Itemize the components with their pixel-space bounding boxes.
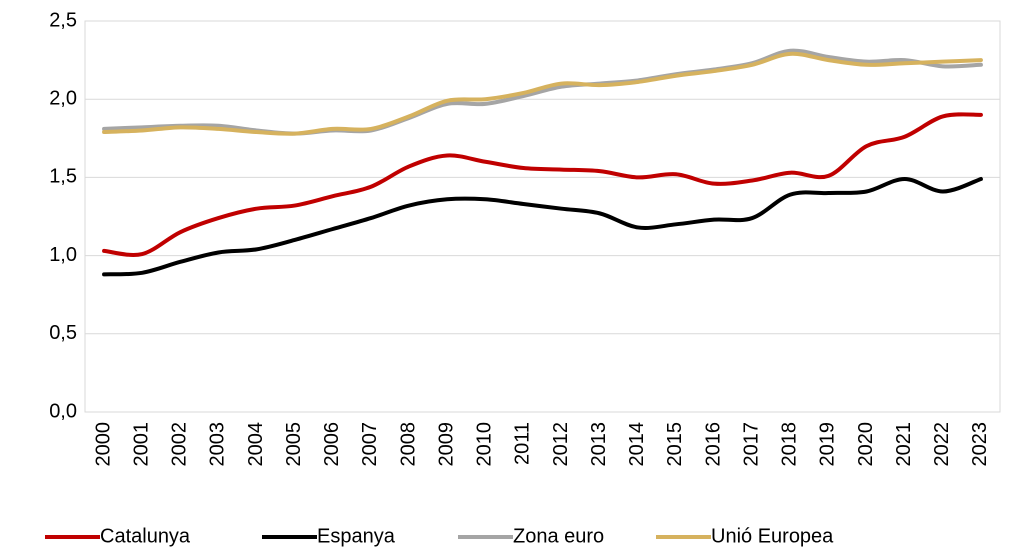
legend-label: Unió Europea bbox=[711, 525, 834, 547]
x-tick-label: 2001 bbox=[130, 422, 152, 467]
x-tick-label: 2022 bbox=[931, 422, 953, 467]
x-tick-label: 2010 bbox=[474, 422, 496, 467]
legend-label: Espanya bbox=[317, 525, 396, 547]
y-tick-label: 0,0 bbox=[49, 400, 77, 422]
x-tick-label: 2005 bbox=[283, 422, 305, 467]
legend-label: Catalunya bbox=[100, 525, 191, 547]
y-tick-label: 1,5 bbox=[49, 166, 77, 188]
x-tick-label: 2009 bbox=[435, 422, 457, 467]
x-tick-label: 2016 bbox=[702, 422, 724, 467]
x-tick-label: 2012 bbox=[550, 422, 572, 467]
x-tick-label: 2006 bbox=[321, 422, 343, 467]
x-tick-label: 2008 bbox=[397, 422, 419, 467]
x-tick-label: 2007 bbox=[359, 422, 381, 467]
series-line bbox=[102, 112, 983, 257]
y-tick-label: 0,5 bbox=[49, 322, 77, 344]
x-tick-label: 2002 bbox=[169, 422, 191, 467]
x-tick-label: 2000 bbox=[92, 422, 114, 467]
y-tick-label: 2,0 bbox=[49, 87, 77, 109]
x-tick-label: 2003 bbox=[207, 422, 229, 467]
series-line bbox=[102, 51, 983, 136]
x-tick-label: 2013 bbox=[588, 422, 610, 467]
y-tick-label: 1,0 bbox=[49, 244, 77, 266]
x-tick-label: 2018 bbox=[779, 422, 801, 467]
x-tick-label: 2023 bbox=[969, 422, 991, 467]
y-tick-label: 2,5 bbox=[49, 9, 77, 31]
x-tick-label: 2020 bbox=[855, 422, 877, 467]
x-tick-label: 2011 bbox=[512, 422, 534, 465]
series-line bbox=[102, 176, 983, 277]
legend-label: Zona euro bbox=[513, 525, 604, 547]
x-tick-label: 2021 bbox=[893, 422, 915, 467]
x-tick-label: 2019 bbox=[817, 422, 839, 467]
x-tick-label: 2015 bbox=[664, 422, 686, 467]
x-tick-label: 2017 bbox=[740, 422, 762, 467]
x-tick-label: 2004 bbox=[245, 422, 267, 467]
x-tick-label: 2014 bbox=[626, 422, 648, 467]
